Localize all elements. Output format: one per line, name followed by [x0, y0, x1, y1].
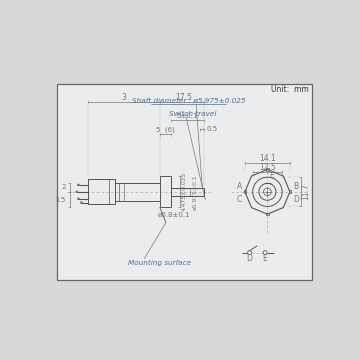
Text: 5  (6): 5 (6) — [156, 127, 175, 134]
Text: E: E — [270, 171, 275, 180]
Text: ø6.8±0.1: ø6.8±0.1 — [157, 212, 190, 218]
Bar — [57, 84, 312, 280]
Bar — [266, 168, 269, 171]
Circle shape — [76, 191, 78, 193]
Text: C: C — [237, 195, 242, 204]
Text: D: D — [247, 254, 252, 263]
Text: ø5.975±0.1: ø5.975±0.1 — [192, 174, 197, 210]
Bar — [115, 183, 160, 201]
Text: 17.5: 17.5 — [176, 93, 193, 102]
Text: 0.5: 0.5 — [207, 126, 218, 132]
Text: 3.5: 3.5 — [54, 197, 66, 203]
Circle shape — [77, 184, 79, 186]
Text: E: E — [263, 254, 267, 263]
Text: 12.5: 12.5 — [259, 163, 276, 172]
Text: 5±0.1: 5±0.1 — [176, 113, 198, 120]
Text: Shaft diameter : ø5.975±0.025: Shaft diameter : ø5.975±0.025 — [132, 98, 245, 104]
Bar — [244, 190, 246, 193]
Bar — [289, 190, 291, 193]
Text: A: A — [237, 182, 242, 191]
Circle shape — [77, 198, 79, 200]
Bar — [87, 180, 115, 204]
Bar — [266, 213, 269, 215]
Text: 4.475±0.025: 4.475±0.025 — [182, 172, 187, 211]
Text: Unit:  mm: Unit: mm — [271, 85, 309, 94]
Circle shape — [81, 202, 82, 203]
Text: 14.1: 14.1 — [259, 154, 276, 163]
Text: 11.7: 11.7 — [302, 184, 311, 200]
Text: B: B — [293, 182, 298, 191]
Text: 2: 2 — [61, 184, 66, 190]
Circle shape — [263, 251, 267, 255]
Circle shape — [248, 251, 252, 255]
Text: D: D — [293, 195, 299, 204]
Text: Switch travel: Switch travel — [168, 111, 216, 117]
Text: Mounting surface: Mounting surface — [128, 260, 191, 266]
Text: 3: 3 — [121, 93, 126, 102]
Bar — [171, 188, 204, 195]
